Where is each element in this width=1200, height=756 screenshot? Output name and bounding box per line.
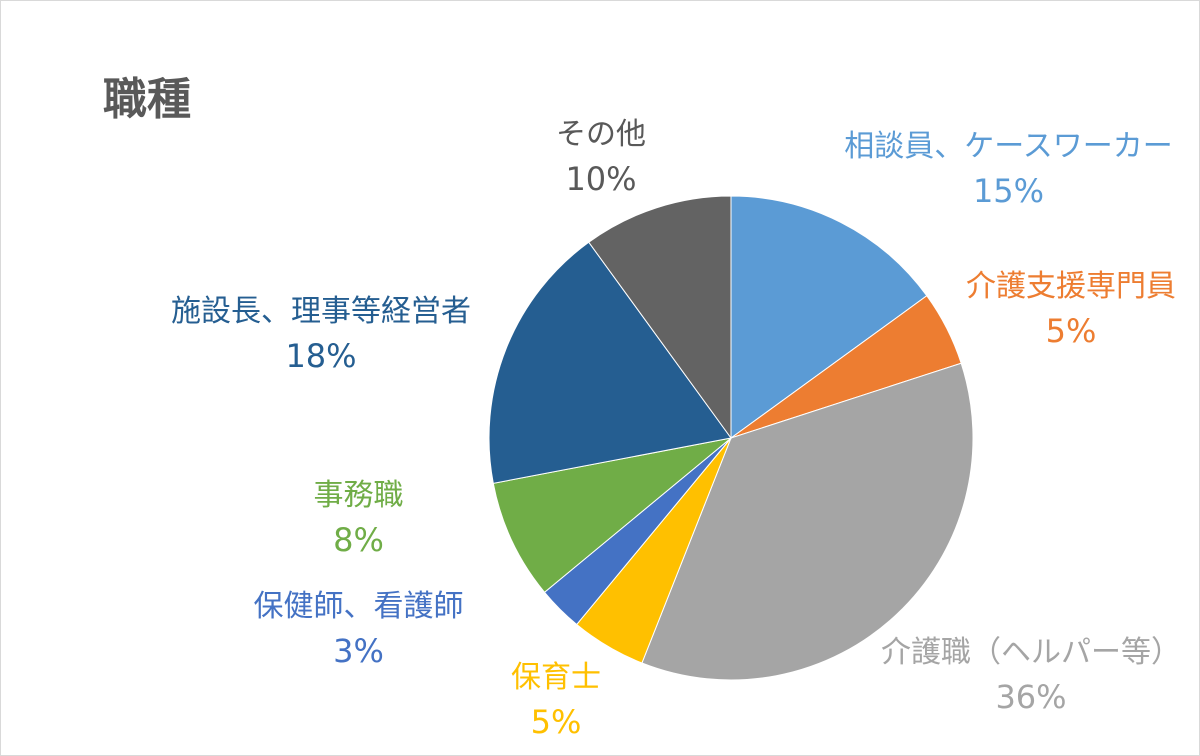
label-soudanin-pct: 15%	[972, 172, 1045, 210]
label-hokenshi-name: 保健師、看護師	[253, 589, 464, 624]
chart-title: 職種	[103, 74, 191, 125]
label-kaigoshien-name: 介護支援専門員	[966, 269, 1176, 304]
pie-slice-5	[492, 437, 732, 593]
label-jimushoku: 事務職 8%	[291, 474, 426, 562]
label-hoikushi: 保育士 5%	[481, 656, 631, 744]
label-hoikushi-pct: 5%	[530, 703, 582, 741]
label-hokenshi: 保健師、看護師 3%	[226, 585, 491, 673]
label-jimushoku-name: 事務職	[313, 478, 404, 513]
label-soudanin-name: 相談員、ケースワーカー	[844, 129, 1173, 164]
label-soudanin: 相談員、ケースワーカー 15%	[836, 125, 1181, 213]
label-sonota-name: その他	[556, 117, 646, 152]
label-kaigoshoku-pct: 36%	[995, 678, 1067, 716]
label-sonota-pct: 10%	[565, 160, 637, 198]
label-hokenshi-pct: 3%	[333, 632, 384, 670]
pie-slice-6	[488, 241, 732, 484]
label-shisetsucho: 施設長、理事等経営者 18%	[151, 290, 491, 378]
pie-slice-0	[730, 195, 928, 439]
label-kaigoshoku: 介護職（ヘルパー等） 36%	[881, 631, 1181, 719]
label-shisetsucho-name: 施設長、理事等経営者	[171, 294, 471, 329]
label-kaigoshien: 介護支援専門員 5%	[946, 265, 1196, 353]
label-shisetsucho-pct: 18%	[285, 337, 357, 375]
label-kaigoshien-pct: 5%	[1045, 312, 1097, 350]
pie-slice-7	[588, 195, 732, 440]
label-hoikushi-name: 保育士	[511, 660, 601, 695]
label-jimushoku-pct: 8%	[333, 521, 384, 559]
label-sonota: その他 10%	[536, 113, 666, 201]
pie-slice-2	[641, 362, 974, 681]
label-kaigoshoku-name: 介護職（ヘルパー等）	[881, 635, 1181, 670]
